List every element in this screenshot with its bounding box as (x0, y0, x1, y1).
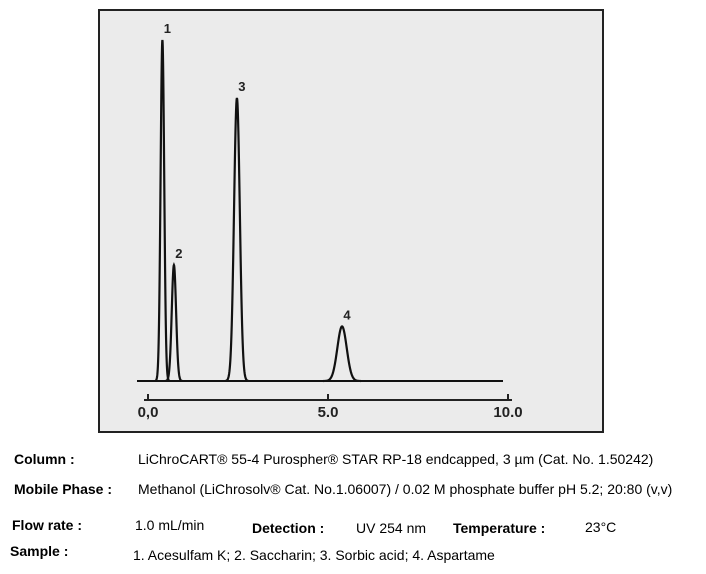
chart: 0,0 5.0 10.0 1 2 3 4 (98, 9, 604, 433)
plot-frame (98, 9, 604, 433)
peak (323, 325, 361, 383)
x-tick-label: 5.0 (318, 404, 339, 421)
x-tick-label: 10.0 (493, 404, 522, 421)
label: Temperature : (453, 520, 546, 536)
value: 1. Acesulfam K; 2. Saccharin; 3. Sorbic … (133, 547, 495, 563)
x-tick-label: 0,0 (138, 404, 159, 421)
peak-label: 2 (175, 246, 182, 261)
peak (225, 97, 249, 382)
peak-label: 1 (164, 21, 171, 36)
label: Column : (14, 451, 75, 467)
peak-label: 3 (238, 79, 245, 94)
value: LiChroCART® 55-4 Purospher® STAR RP-18 e… (138, 451, 654, 467)
value: Methanol (LiChrosolv® Cat. No.1.06007) /… (138, 481, 673, 497)
peak (154, 39, 170, 382)
value: UV 254 nm (356, 520, 427, 536)
label: Sample : (10, 543, 69, 559)
peak-label: 4 (343, 307, 351, 322)
label: Detection : (252, 520, 325, 536)
value: 23°C (585, 519, 617, 535)
peak (165, 261, 183, 383)
value: 1.0 mL/min (135, 517, 205, 533)
label: Flow rate : (12, 517, 83, 533)
label: Mobile Phase : (14, 481, 113, 497)
